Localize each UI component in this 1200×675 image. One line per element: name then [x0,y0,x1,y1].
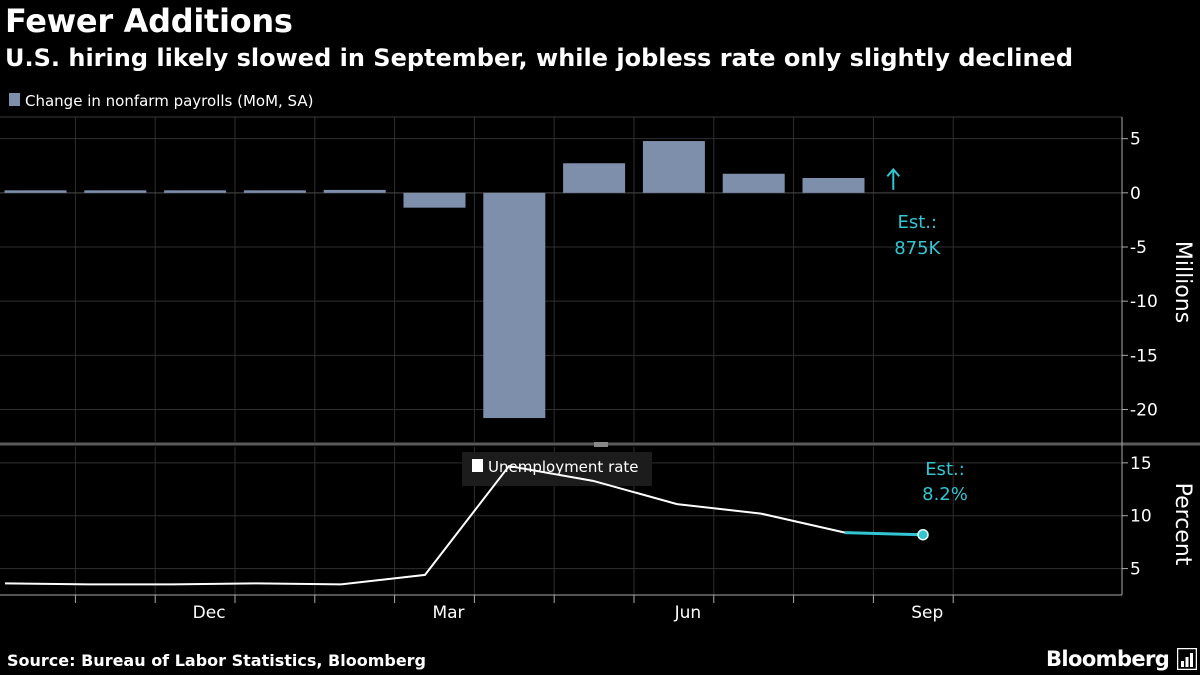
payroll-bar [483,192,546,419]
unemployment-rate-line [4,464,846,586]
source-note: Source: Bureau of Labor Statistics, Bloo… [7,651,427,670]
bottom-y-axis-title: Percent [1170,483,1195,566]
payroll-bar [4,190,67,193]
x-tick-label: Sep [911,603,943,623]
unemployment-estimate-point [917,528,929,541]
unemployment-estimate-label: Est.: [925,459,965,480]
bloomberg-terminal-icon [1177,648,1197,670]
payroll-estimate-label: Est.: [897,212,937,233]
arrow-head [886,167,901,178]
x-axis-ticks: DecMarJunSep20192020 [74,595,954,623]
x-tick-label: Mar [432,603,464,623]
payroll-bar [722,173,785,193]
legend-swatch-unemployment [472,459,483,472]
legend-swatch-payrolls [9,93,20,106]
payroll-bar [84,190,147,193]
unemployment-estimate-line [844,531,924,537]
payroll-bar [323,189,386,193]
panel-divider-handle [594,442,608,447]
payroll-bars [4,141,865,419]
x-tick-label: Dec [193,603,226,623]
chart-subtitle: U.S. hiring likely slowed in September, … [5,44,1074,72]
payroll-bar [403,192,466,208]
chart-area: Change in nonfarm payrolls (MoM, SA) 5 0 -… [0,92,1200,623]
payroll-estimate-arrow-icon [886,167,901,190]
top-y-tick-label: 5 [1130,130,1141,150]
payroll-estimate-value: 875K [894,238,941,259]
top-y-tick-label: -10 [1130,292,1158,312]
x-tick-label: Jun [674,603,702,623]
top-y-tick-label: 0 [1130,184,1141,204]
top-y-tick-label: -5 [1130,238,1147,258]
bottom-y-axis-ticks: 15 10 5 [1122,454,1152,580]
legend-label-unemployment: Unemployment rate [488,458,639,476]
bloomberg-logo: Bloomberg [1046,647,1170,671]
top-y-tick-label: -15 [1130,346,1158,366]
chart-title: Fewer Additions [5,2,293,40]
top-y-axis-ticks: 5 0 -5 -10 -15 -20 [1122,130,1158,421]
payroll-bar [563,163,626,193]
bottom-y-tick-label: 15 [1130,454,1152,474]
top-y-tick-label: -20 [1130,401,1158,421]
top-y-axis-title: Millions [1170,241,1195,323]
payroll-bar [642,141,705,193]
legend-box-unemployment [462,452,652,486]
payroll-bar [243,190,306,193]
legend-label-payrolls: Change in nonfarm payrolls (MoM, SA) [25,92,313,110]
payroll-bar [802,177,865,193]
bottom-y-tick-label: 5 [1130,560,1141,580]
unemployment-estimate-value: 8.2% [922,484,968,505]
bottom-y-tick-label: 10 [1130,507,1152,527]
payroll-bar [164,190,227,193]
top-panel-gridlines [0,117,1122,442]
